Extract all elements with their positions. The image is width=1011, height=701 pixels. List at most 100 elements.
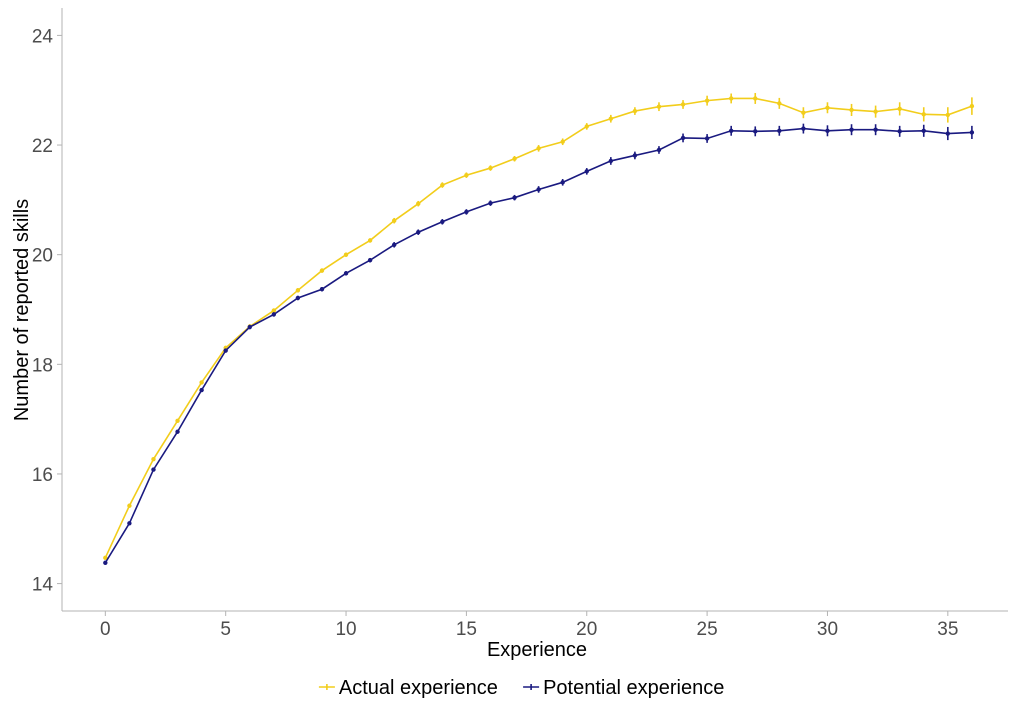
data-point — [151, 467, 156, 472]
data-point — [536, 187, 541, 192]
data-point — [416, 230, 421, 235]
data-point — [584, 124, 589, 129]
data-point — [343, 252, 349, 257]
data-point — [704, 98, 710, 103]
data-point — [488, 165, 493, 171]
data-point — [777, 101, 782, 106]
data-point — [343, 271, 349, 276]
y-tick-label: 24 — [32, 26, 54, 47]
x-tick-label: 0 — [100, 619, 111, 640]
x-tick-label: 35 — [937, 619, 958, 640]
axes — [61, 8, 1008, 612]
data-point — [440, 182, 445, 188]
legend-label: Potential experience — [543, 677, 724, 699]
y-tick-label: 18 — [32, 355, 53, 376]
data-point — [873, 109, 878, 114]
data-point — [560, 139, 565, 144]
data-point — [175, 429, 180, 434]
y-axis-title: Number of reported skills — [11, 199, 33, 421]
data-point — [969, 103, 975, 109]
x-tick-label: 5 — [220, 619, 231, 640]
data-point — [680, 102, 686, 107]
data-point — [464, 209, 469, 215]
legend: Actual experience Potential experience — [318, 677, 724, 699]
data-point — [801, 126, 806, 131]
y-tick-label: 16 — [32, 465, 53, 486]
data-point — [897, 129, 902, 134]
x-tick-label: 10 — [335, 619, 356, 640]
x-tick-label: 15 — [456, 619, 477, 640]
data-point — [753, 129, 758, 134]
series-potential-experience — [103, 123, 975, 565]
data-point — [849, 107, 854, 113]
data-point — [608, 158, 614, 164]
x-tick-label: 30 — [817, 619, 838, 640]
data-point — [512, 195, 517, 200]
data-point — [295, 288, 301, 293]
series-layer — [103, 92, 975, 565]
data-point — [271, 308, 277, 313]
data-point — [873, 127, 878, 132]
data-point — [704, 136, 710, 141]
data-point — [608, 116, 614, 121]
data-point — [103, 560, 108, 565]
data-point — [199, 380, 204, 385]
data-point — [753, 96, 758, 101]
data-point — [897, 106, 902, 112]
data-point — [367, 238, 373, 243]
y-tick-label: 22 — [32, 136, 53, 157]
data-point — [488, 200, 493, 206]
data-point — [825, 105, 830, 110]
data-point — [319, 287, 325, 292]
data-point — [921, 128, 926, 133]
data-point — [247, 324, 252, 330]
series-line — [104, 97, 973, 559]
data-point — [849, 127, 854, 132]
data-point — [127, 503, 132, 508]
data-point — [656, 104, 662, 109]
y-ticks: 14 16 18 20 22 24 — [32, 26, 62, 596]
data-point — [825, 128, 830, 133]
legend-item: Actual experience — [318, 677, 498, 699]
data-point — [512, 156, 517, 161]
data-point — [416, 201, 421, 206]
data-point — [103, 555, 108, 561]
data-point — [680, 135, 686, 141]
data-point — [199, 387, 204, 393]
x-tick-label: 20 — [576, 619, 597, 640]
series-actual-experience — [103, 92, 975, 561]
data-point — [945, 112, 951, 118]
data-point — [271, 312, 277, 317]
data-point — [391, 242, 397, 248]
data-point — [295, 295, 301, 301]
data-point — [728, 128, 734, 133]
y-tick-label: 20 — [32, 246, 53, 267]
data-point — [151, 456, 156, 462]
data-point — [440, 219, 445, 224]
x-ticks: 0 5 10 15 20 25 30 35 — [100, 611, 958, 640]
legend-item: Potential experience — [523, 677, 724, 699]
data-point — [801, 110, 806, 115]
data-point — [464, 172, 469, 178]
series-line — [104, 127, 972, 564]
data-point — [777, 128, 782, 133]
data-point — [921, 112, 926, 117]
data-point — [175, 418, 180, 423]
data-point — [632, 153, 638, 158]
data-point — [391, 218, 397, 223]
data-point — [656, 147, 662, 153]
data-point — [945, 131, 951, 136]
legend-label: Actual experience — [339, 677, 498, 699]
x-tick-label: 25 — [697, 619, 718, 640]
data-point — [560, 180, 565, 185]
y-tick-label: 14 — [32, 575, 54, 596]
data-point — [728, 96, 734, 101]
data-point — [367, 257, 373, 263]
x-axis-title: Experience — [487, 639, 587, 661]
data-point — [584, 169, 589, 174]
data-point — [536, 146, 541, 151]
data-point — [223, 348, 228, 353]
data-point — [127, 521, 132, 526]
data-point — [969, 130, 975, 135]
